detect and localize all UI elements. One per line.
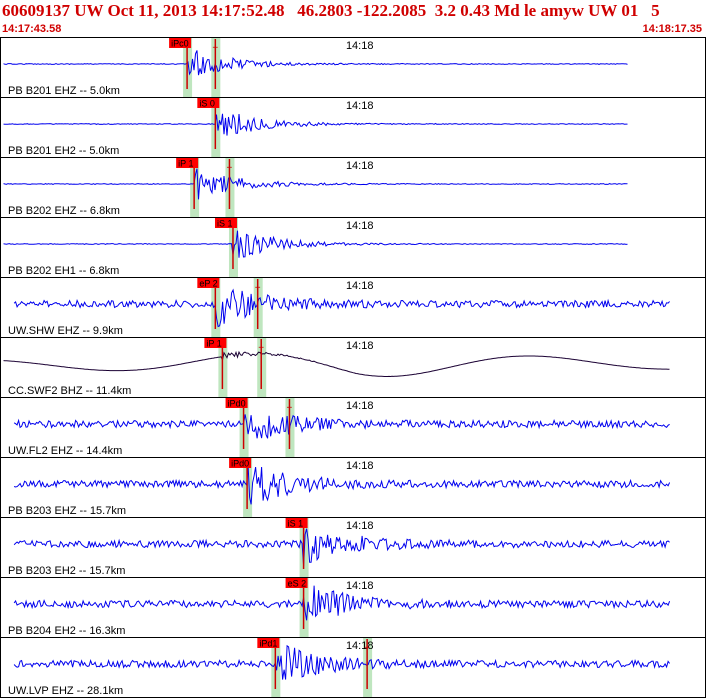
waveform bbox=[13, 528, 670, 567]
pick-box[interactable] bbox=[169, 38, 192, 48]
waveform bbox=[3, 113, 628, 136]
waveform bbox=[13, 414, 670, 439]
minute-label: 14:18 bbox=[346, 400, 374, 412]
pick-label: iPd0 bbox=[228, 399, 246, 409]
trace-row[interactable]: 14:18 iPc0 + PB B201 EHZ -- 5.0km bbox=[0, 37, 706, 98]
pick-label: eS 2 bbox=[288, 579, 307, 589]
trace-frame bbox=[0, 277, 706, 338]
station-label: UW.LVP EHZ -- 28.1km bbox=[8, 685, 123, 697]
coda-marker: + bbox=[364, 643, 370, 654]
coda-marker: + bbox=[286, 403, 292, 414]
minute-label: 14:18 bbox=[346, 220, 374, 232]
station-label: PB B201 EHZ -- 5.0km bbox=[8, 85, 120, 97]
station-label: PB B204 EH2 -- 16.3km bbox=[8, 625, 125, 637]
trace-row[interactable]: 14:18 iPd0 + UW.FL2 EHZ -- 14.4km bbox=[0, 397, 706, 458]
start-time: 14:17:43.58 bbox=[2, 23, 62, 35]
seismogram-panel[interactable]: 14:18 iPc0 + PB B201 EHZ -- 5.0km 14:18 iS 0 P… bbox=[0, 37, 706, 698]
trace-row[interactable]: 14:18 eP 2 + UW.SHW EHZ -- 9.9km bbox=[0, 277, 706, 338]
coda-marker: + bbox=[255, 283, 261, 294]
station-label: PB B203 EH2 -- 15.7km bbox=[8, 565, 125, 577]
station-label: PB B202 EHZ -- 6.8km bbox=[8, 205, 120, 217]
trace-row[interactable]: 14:18 iPd0 PB B203 EHZ -- 15.7km bbox=[0, 457, 706, 518]
minute-label: 14:18 bbox=[346, 40, 374, 52]
minute-label: 14:18 bbox=[346, 460, 374, 472]
minute-label: 14:18 bbox=[346, 580, 374, 592]
pick-box[interactable] bbox=[214, 218, 237, 228]
pick-label: iPd1 bbox=[259, 639, 277, 649]
pick-box[interactable] bbox=[204, 338, 227, 348]
minute-label: 14:18 bbox=[346, 160, 374, 172]
coda-marker: + bbox=[226, 163, 232, 174]
station-label: UW.SHW EHZ -- 9.9km bbox=[8, 325, 123, 337]
trace-row[interactable]: 14:18 iS 0 PB B201 EH2 -- 5.0km bbox=[0, 97, 706, 158]
waveform bbox=[13, 644, 670, 680]
pick-box[interactable] bbox=[197, 278, 220, 288]
waveform bbox=[13, 465, 671, 505]
waveform bbox=[3, 350, 670, 378]
trace-frame bbox=[0, 217, 706, 278]
trace-frame bbox=[0, 337, 706, 398]
minute-label: 14:18 bbox=[346, 280, 374, 292]
pick-box[interactable] bbox=[257, 638, 280, 648]
waveform bbox=[3, 168, 628, 200]
trace-frame bbox=[0, 577, 706, 638]
pick-label: iS 1 bbox=[288, 519, 304, 529]
pick-label: iPc0 bbox=[171, 39, 189, 49]
trace-row[interactable]: 14:18 eS 2 PB B204 EH2 -- 16.3km bbox=[0, 577, 706, 638]
station-label: UW.FL2 EHZ -- 14.4km bbox=[8, 445, 122, 457]
pick-label: iS 0 bbox=[199, 99, 215, 109]
pick-box[interactable] bbox=[229, 458, 252, 468]
waveform bbox=[3, 50, 628, 76]
coda-marker: + bbox=[212, 43, 218, 54]
trace-row[interactable]: 14:18 iP 1 + CC.SWF2 BHZ -- 11.4km bbox=[0, 337, 706, 398]
trace-row[interactable]: 14:18 iS 1 PB B202 EH1 -- 6.8km bbox=[0, 217, 706, 278]
trace-row[interactable]: 14:18 iP 1 + PB B202 EHZ -- 6.8km bbox=[0, 157, 706, 218]
minute-label: 14:18 bbox=[346, 100, 374, 112]
waveform bbox=[13, 585, 671, 621]
waveform bbox=[13, 288, 670, 328]
waveform bbox=[3, 230, 628, 258]
pick-label: iP 1 bbox=[178, 159, 193, 169]
trace-frame bbox=[0, 397, 706, 458]
event-title: 60609137 UW Oct 11, 2013 14:17:52.48 46.… bbox=[2, 1, 660, 20]
pick-box[interactable] bbox=[285, 578, 308, 588]
station-label: CC.SWF2 BHZ -- 11.4km bbox=[8, 385, 131, 397]
end-time: 14:18:17.35 bbox=[642, 23, 702, 35]
pick-box[interactable] bbox=[176, 158, 199, 168]
pick-box[interactable] bbox=[197, 98, 220, 108]
station-label: PB B203 EHZ -- 15.7km bbox=[8, 505, 126, 517]
pick-label: iS 1 bbox=[217, 219, 233, 229]
coda-marker: + bbox=[258, 343, 264, 354]
minute-label: 14:18 bbox=[346, 340, 374, 352]
station-label: PB B201 EH2 -- 5.0km bbox=[8, 145, 119, 157]
station-label: PB B202 EH1 -- 6.8km bbox=[8, 265, 119, 277]
pick-label: eP 2 bbox=[199, 279, 217, 289]
trace-frame bbox=[0, 37, 706, 98]
minute-label: 14:18 bbox=[346, 520, 374, 532]
trace-frame bbox=[0, 157, 706, 218]
trace-row[interactable]: 14:18 iS 1 PB B203 EH2 -- 15.7km bbox=[0, 517, 706, 578]
pick-label: iPd0 bbox=[231, 459, 249, 469]
event-header: 60609137 UW Oct 11, 2013 14:17:52.48 46.… bbox=[0, 0, 706, 38]
pick-box[interactable] bbox=[225, 398, 248, 408]
pick-label: iP 1 bbox=[206, 339, 221, 349]
pick-box[interactable] bbox=[285, 518, 308, 528]
